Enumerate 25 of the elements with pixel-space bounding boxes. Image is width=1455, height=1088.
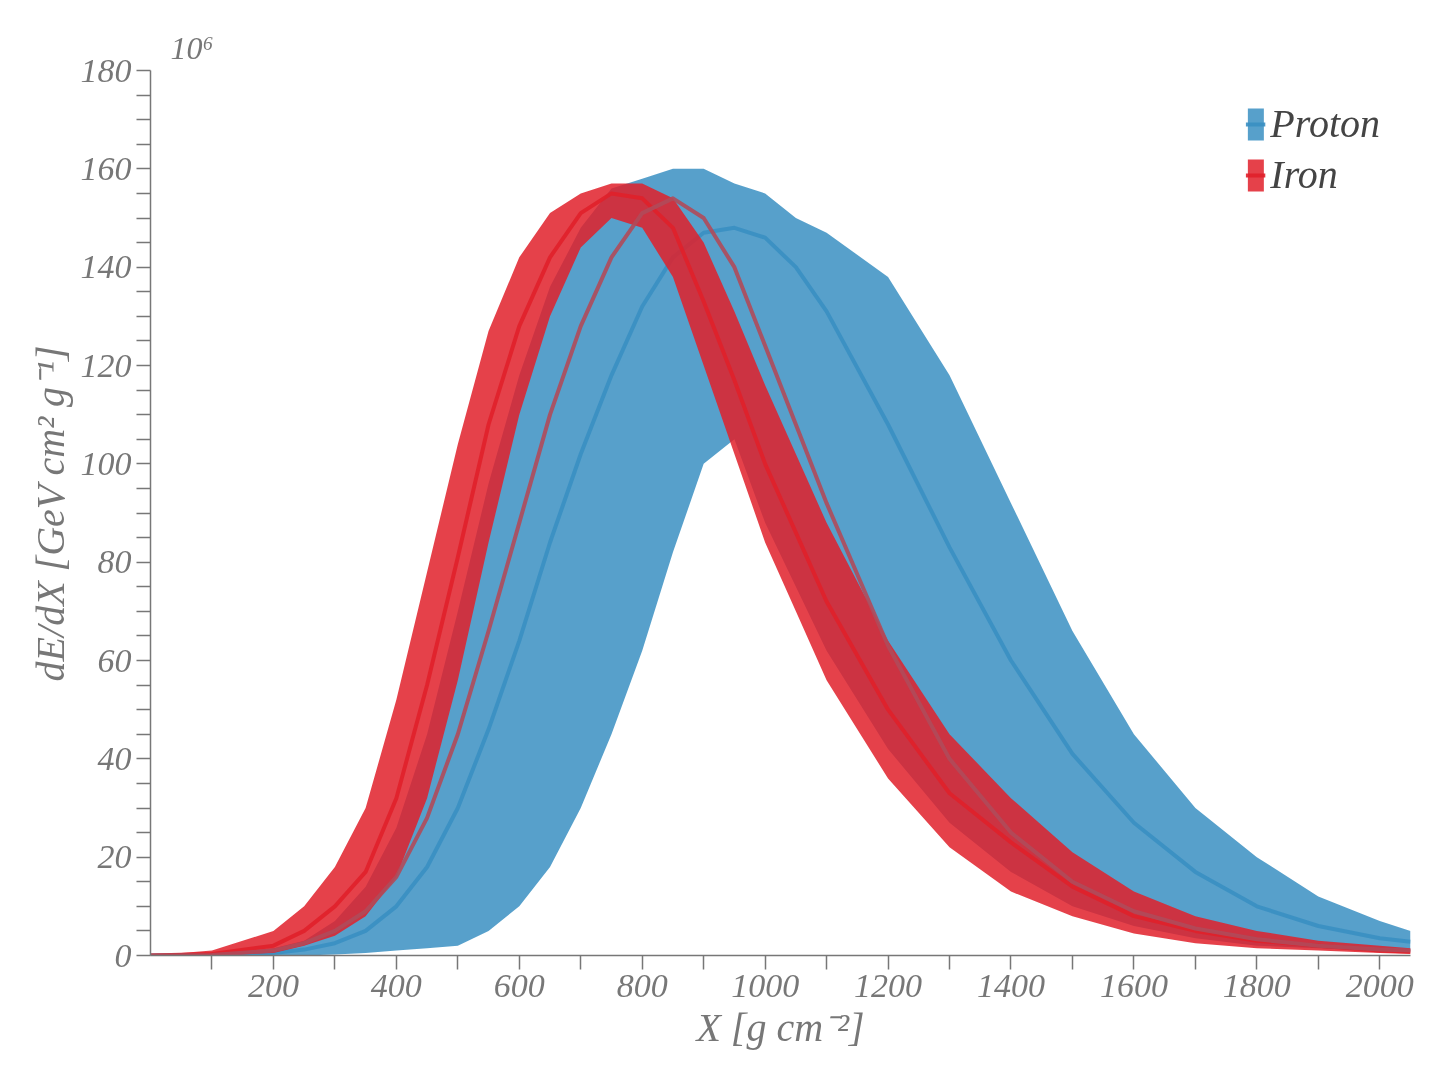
legend-label: Proton [1270, 100, 1380, 147]
y-tick-label: 180 [80, 51, 132, 89]
y-tick-label: 80 [97, 543, 132, 581]
y-tick-label: 0 [114, 936, 132, 974]
y-tick-label: 140 [80, 248, 132, 286]
text: 10⁶ [170, 29, 214, 66]
x-tick-label: 1000 [731, 966, 800, 1004]
x-tick-label: 1800 [1222, 966, 1291, 1004]
y-tick-label: 100 [80, 444, 132, 482]
x-tick-label: 600 [493, 966, 545, 1004]
x-tick-label: 1600 [1099, 966, 1168, 1004]
x-tick-label: 800 [616, 966, 668, 1004]
x-axis-title: X [g cm⁻²] [694, 1004, 865, 1050]
x-tick-label: 200 [247, 966, 299, 1004]
y-axis-title: dE/dX [GeV cm² g⁻¹] [27, 345, 73, 682]
y-tick-label: 160 [80, 149, 132, 187]
y-tick-label: 20 [97, 838, 132, 876]
y-tick-label: 40 [97, 739, 132, 777]
x-tick-label: 1200 [854, 966, 923, 1004]
legend-label: Iron [1270, 151, 1338, 198]
y-tick-label: 60 [97, 641, 132, 679]
y-tick-label: 120 [80, 346, 132, 384]
x-tick-label: 2000 [1345, 966, 1414, 1004]
x-tick-label: 400 [370, 966, 422, 1004]
x-tick-label: 1400 [976, 966, 1045, 1004]
